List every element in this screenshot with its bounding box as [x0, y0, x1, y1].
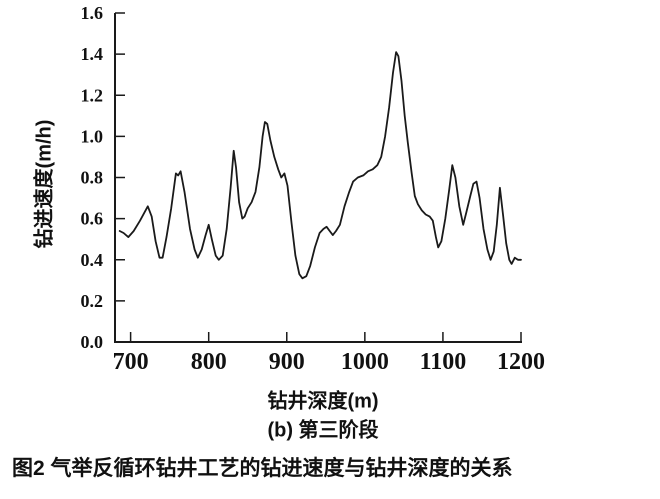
chart-canvas: 700 800 900 1000 1100 1200 0.0 0.2 0.4 0.6 0.8 1.0 1… [81, 3, 546, 375]
x-tick-label: 1200 [497, 349, 545, 375]
y-tick-label: 0.0 [81, 332, 104, 352]
y-tick-label: 0.4 [81, 250, 104, 270]
x-tick-label: 1000 [341, 349, 389, 375]
x-axis-title: 钻井深度(m) [267, 390, 379, 413]
y-tick-label: 1.4 [81, 44, 104, 64]
y-tick-label: 1.2 [81, 85, 104, 105]
x-tick-label: 900 [269, 349, 305, 375]
x-tick-label: 1100 [420, 349, 467, 375]
subplot-caption: (b) 第三阶段 [267, 419, 379, 442]
x-tick-label: 800 [191, 349, 227, 375]
y-axis-title: 钻进速度(m/h) [33, 119, 56, 249]
y-tick-label: 0.2 [81, 291, 104, 311]
x-tick-label: 700 [113, 349, 149, 375]
figure-caption: 图2 气举反循环钻井工艺的钻进速度与钻井深度的关系 [12, 457, 513, 480]
y-tick-label: 1.6 [81, 3, 104, 23]
y-tick-label: 0.6 [81, 209, 104, 229]
y-tick-label: 0.8 [81, 168, 104, 188]
drilling-speed-curve [118, 51, 522, 280]
y-tick-label: 1.0 [81, 126, 104, 146]
